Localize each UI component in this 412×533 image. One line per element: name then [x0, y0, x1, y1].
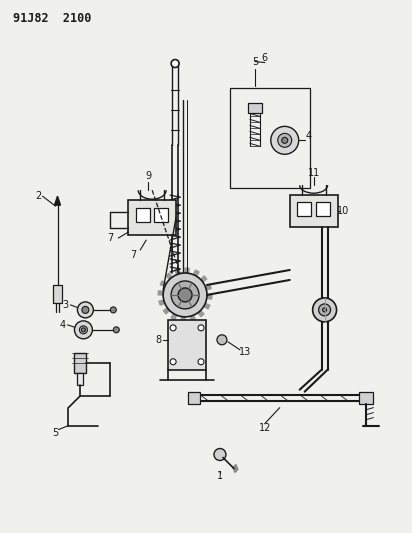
Bar [75, 353, 87, 373]
Polygon shape [54, 196, 61, 205]
Text: 91J82  2100: 91J82 2100 [13, 12, 91, 25]
Bar [230, 88, 310, 188]
Text: 3: 3 [62, 300, 68, 310]
Circle shape [171, 60, 179, 68]
Polygon shape [160, 281, 166, 287]
Bar [297, 202, 311, 216]
Circle shape [110, 307, 116, 313]
Bar [188, 392, 200, 403]
Polygon shape [175, 269, 180, 274]
Text: 8: 8 [155, 335, 161, 345]
Circle shape [170, 359, 176, 365]
Polygon shape [207, 295, 212, 299]
Bar [360, 392, 373, 403]
Polygon shape [171, 313, 177, 320]
Circle shape [282, 138, 288, 143]
Bar [154, 208, 168, 222]
Circle shape [278, 133, 292, 147]
Text: 6: 6 [262, 53, 268, 62]
Text: 4: 4 [306, 131, 312, 141]
Polygon shape [194, 270, 199, 276]
Circle shape [214, 449, 226, 461]
Text: 9: 9 [145, 171, 151, 181]
Text: 12: 12 [259, 423, 271, 433]
Circle shape [318, 304, 330, 316]
Polygon shape [158, 290, 164, 295]
Polygon shape [159, 300, 165, 305]
Circle shape [323, 308, 327, 312]
Circle shape [171, 281, 199, 309]
Circle shape [313, 298, 337, 322]
Text: 13: 13 [239, 347, 251, 357]
Circle shape [113, 327, 119, 333]
Bar [128, 200, 176, 235]
Text: 4: 4 [59, 320, 66, 330]
Polygon shape [233, 464, 238, 472]
Polygon shape [163, 308, 170, 314]
Text: 5: 5 [52, 427, 59, 438]
Bar [136, 208, 150, 222]
Polygon shape [166, 273, 172, 279]
Polygon shape [204, 303, 210, 309]
Circle shape [163, 273, 207, 317]
Circle shape [271, 126, 299, 154]
Circle shape [80, 326, 87, 334]
Circle shape [77, 302, 94, 318]
Bar [77, 373, 83, 385]
Circle shape [82, 328, 85, 332]
Text: 11: 11 [307, 168, 320, 178]
Polygon shape [201, 276, 207, 282]
Text: 7: 7 [130, 250, 136, 260]
Bar [52, 285, 63, 303]
Circle shape [170, 325, 176, 331]
Polygon shape [190, 315, 195, 321]
Circle shape [198, 359, 204, 365]
Circle shape [217, 335, 227, 345]
Polygon shape [181, 317, 185, 322]
Circle shape [75, 321, 92, 339]
Bar [316, 202, 330, 216]
Bar [290, 195, 337, 227]
Text: 1: 1 [217, 472, 223, 481]
Polygon shape [185, 268, 189, 273]
Text: 7: 7 [107, 233, 113, 243]
Text: 2: 2 [35, 191, 42, 201]
Polygon shape [205, 285, 211, 290]
Circle shape [178, 288, 192, 302]
Text: 10: 10 [337, 206, 350, 216]
Circle shape [82, 306, 89, 313]
Circle shape [198, 325, 204, 331]
Text: 5: 5 [252, 56, 258, 67]
Polygon shape [198, 310, 204, 317]
Bar [168, 320, 206, 370]
Bar [248, 103, 262, 114]
